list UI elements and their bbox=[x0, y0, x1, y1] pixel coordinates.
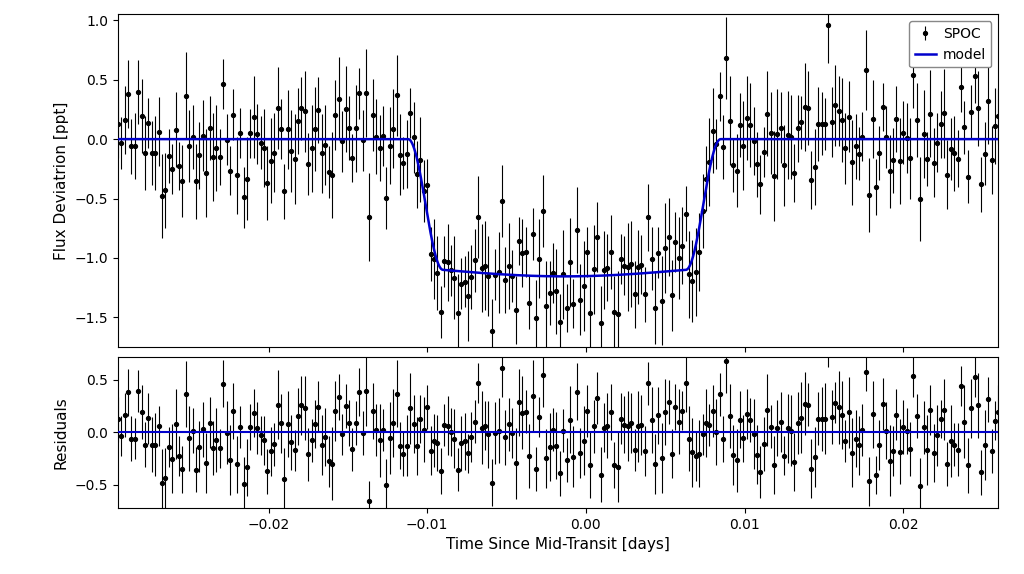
model bbox=[112, 135, 124, 142]
model bbox=[967, 135, 979, 142]
model bbox=[967, 135, 979, 142]
Line: model: model bbox=[118, 139, 998, 276]
model bbox=[558, 273, 570, 280]
model bbox=[516, 272, 528, 279]
model bbox=[540, 273, 552, 280]
model bbox=[992, 135, 1005, 142]
Legend: SPOC, model: SPOC, model bbox=[909, 21, 991, 67]
X-axis label: Time Since Mid-Transit [days]: Time Since Mid-Transit [days] bbox=[446, 537, 670, 552]
model bbox=[157, 135, 169, 142]
model bbox=[806, 135, 818, 142]
Y-axis label: Flux Deviatrion [ppt]: Flux Deviatrion [ppt] bbox=[54, 102, 69, 260]
Y-axis label: Residuals: Residuals bbox=[54, 396, 69, 469]
